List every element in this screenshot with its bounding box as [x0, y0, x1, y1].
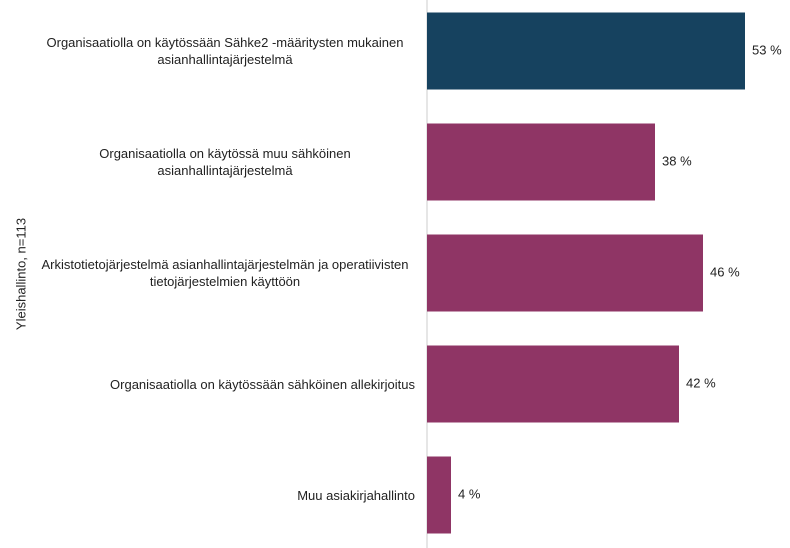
category-label-box: Muu asiakirjahallinto — [35, 465, 415, 525]
category-label: Organisaatiolla on käytössään sähköinen … — [110, 376, 415, 392]
category-label-box: Organisaatiolla on käytössään Sähke2 -mä… — [35, 21, 415, 81]
bar — [427, 345, 679, 423]
value-label: 38 % — [662, 153, 692, 168]
bar — [427, 12, 745, 90]
category-label-box: Organisaatiolla on käytössään sähköinen … — [35, 354, 415, 414]
category-label: Organisaatiolla on käytössään Sähke2 -mä… — [46, 35, 404, 67]
value-label: 42 % — [686, 375, 716, 390]
value-label: 53 % — [752, 42, 782, 57]
category-label: Arkistotietojärjestelmä asianhallintajär… — [41, 257, 409, 289]
category-label-box: Arkistotietojärjestelmä asianhallintajär… — [35, 243, 415, 303]
y-axis-label: Yleishallinto, n=113 — [13, 218, 28, 330]
bar — [427, 234, 703, 312]
bar — [427, 456, 451, 534]
value-label: 46 % — [710, 264, 740, 279]
category-label: Muu asiakirjahallinto — [297, 487, 415, 503]
bar — [427, 123, 655, 201]
category-label-box: Organisaatiolla on käytössä muu sähköine… — [35, 132, 415, 192]
category-label: Organisaatiolla on käytössä muu sähköine… — [99, 146, 351, 178]
value-label: 4 % — [458, 486, 481, 501]
